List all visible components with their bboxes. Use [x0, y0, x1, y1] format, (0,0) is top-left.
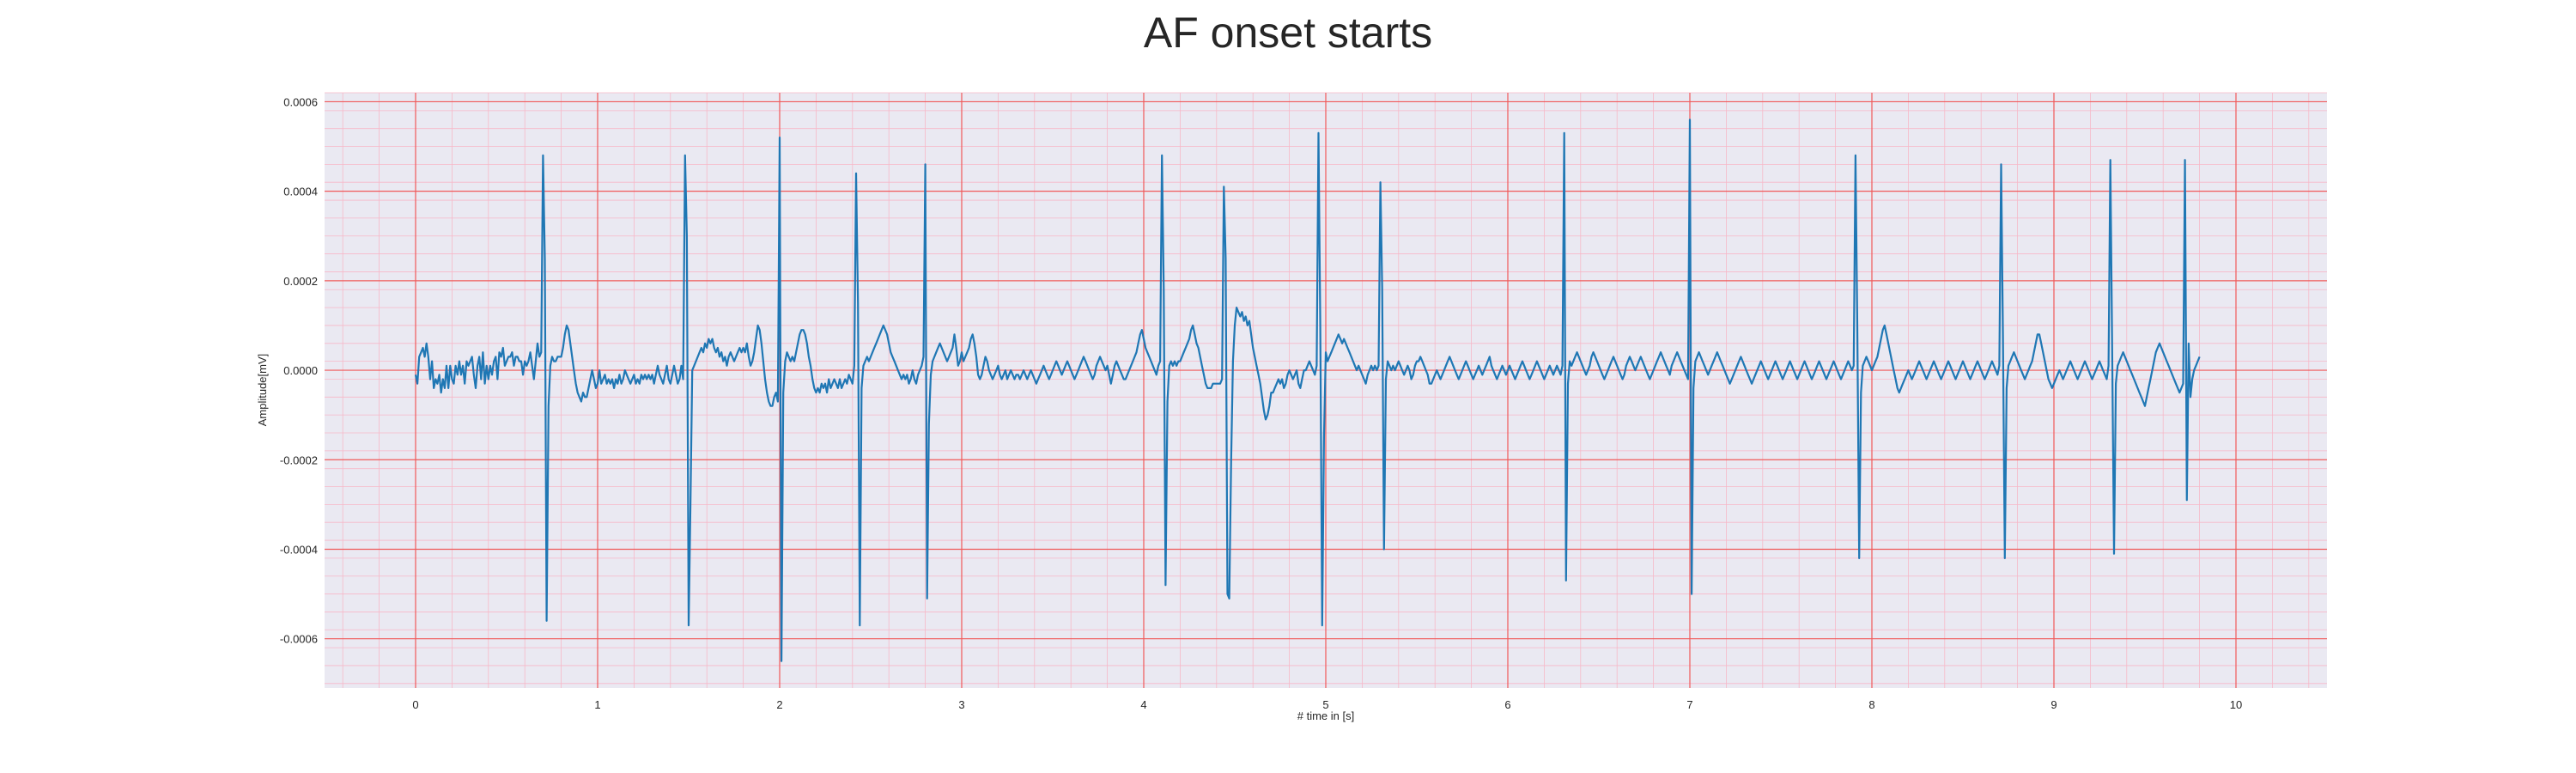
x-tick-label: 6: [1504, 698, 1510, 711]
y-tick-label: -0.0002: [280, 453, 318, 466]
y-tick-label: 0.0000: [283, 364, 318, 377]
y-tick-label: -0.0006: [280, 633, 318, 646]
x-tick-label: 0: [412, 698, 418, 711]
x-tick-label: 4: [1140, 698, 1146, 711]
x-tick-label: 8: [1868, 698, 1874, 711]
x-tick-label: 5: [1322, 698, 1328, 711]
x-axis-label: # time in [s]: [1297, 709, 1354, 722]
x-tick-label: 1: [594, 698, 600, 711]
ecg-signal-line: [414, 119, 2201, 662]
y-axis-ticks: -0.0006 -0.0004 -0.0002 0.0000 0.0002 0.0004 0…: [280, 95, 318, 645]
x-tick-label: 7: [1686, 698, 1692, 711]
x-tick-label: 2: [776, 698, 782, 711]
x-tick-label: 3: [958, 698, 964, 711]
y-tick-label: -0.0004: [280, 543, 318, 556]
chart-title: AF onset starts: [1144, 9, 1432, 57]
y-tick-label: 0.0002: [283, 275, 318, 288]
x-tick-label: 9: [2050, 698, 2057, 711]
y-tick-label: 0.0004: [283, 186, 318, 198]
y-axis-label: Amplitude[mV]: [256, 354, 269, 427]
x-axis-ticks: 0 1 2 3 4 5 6 7 8 9 10: [412, 698, 2242, 711]
x-tick-label: 10: [2230, 698, 2242, 711]
y-tick-label: 0.0006: [283, 95, 318, 108]
